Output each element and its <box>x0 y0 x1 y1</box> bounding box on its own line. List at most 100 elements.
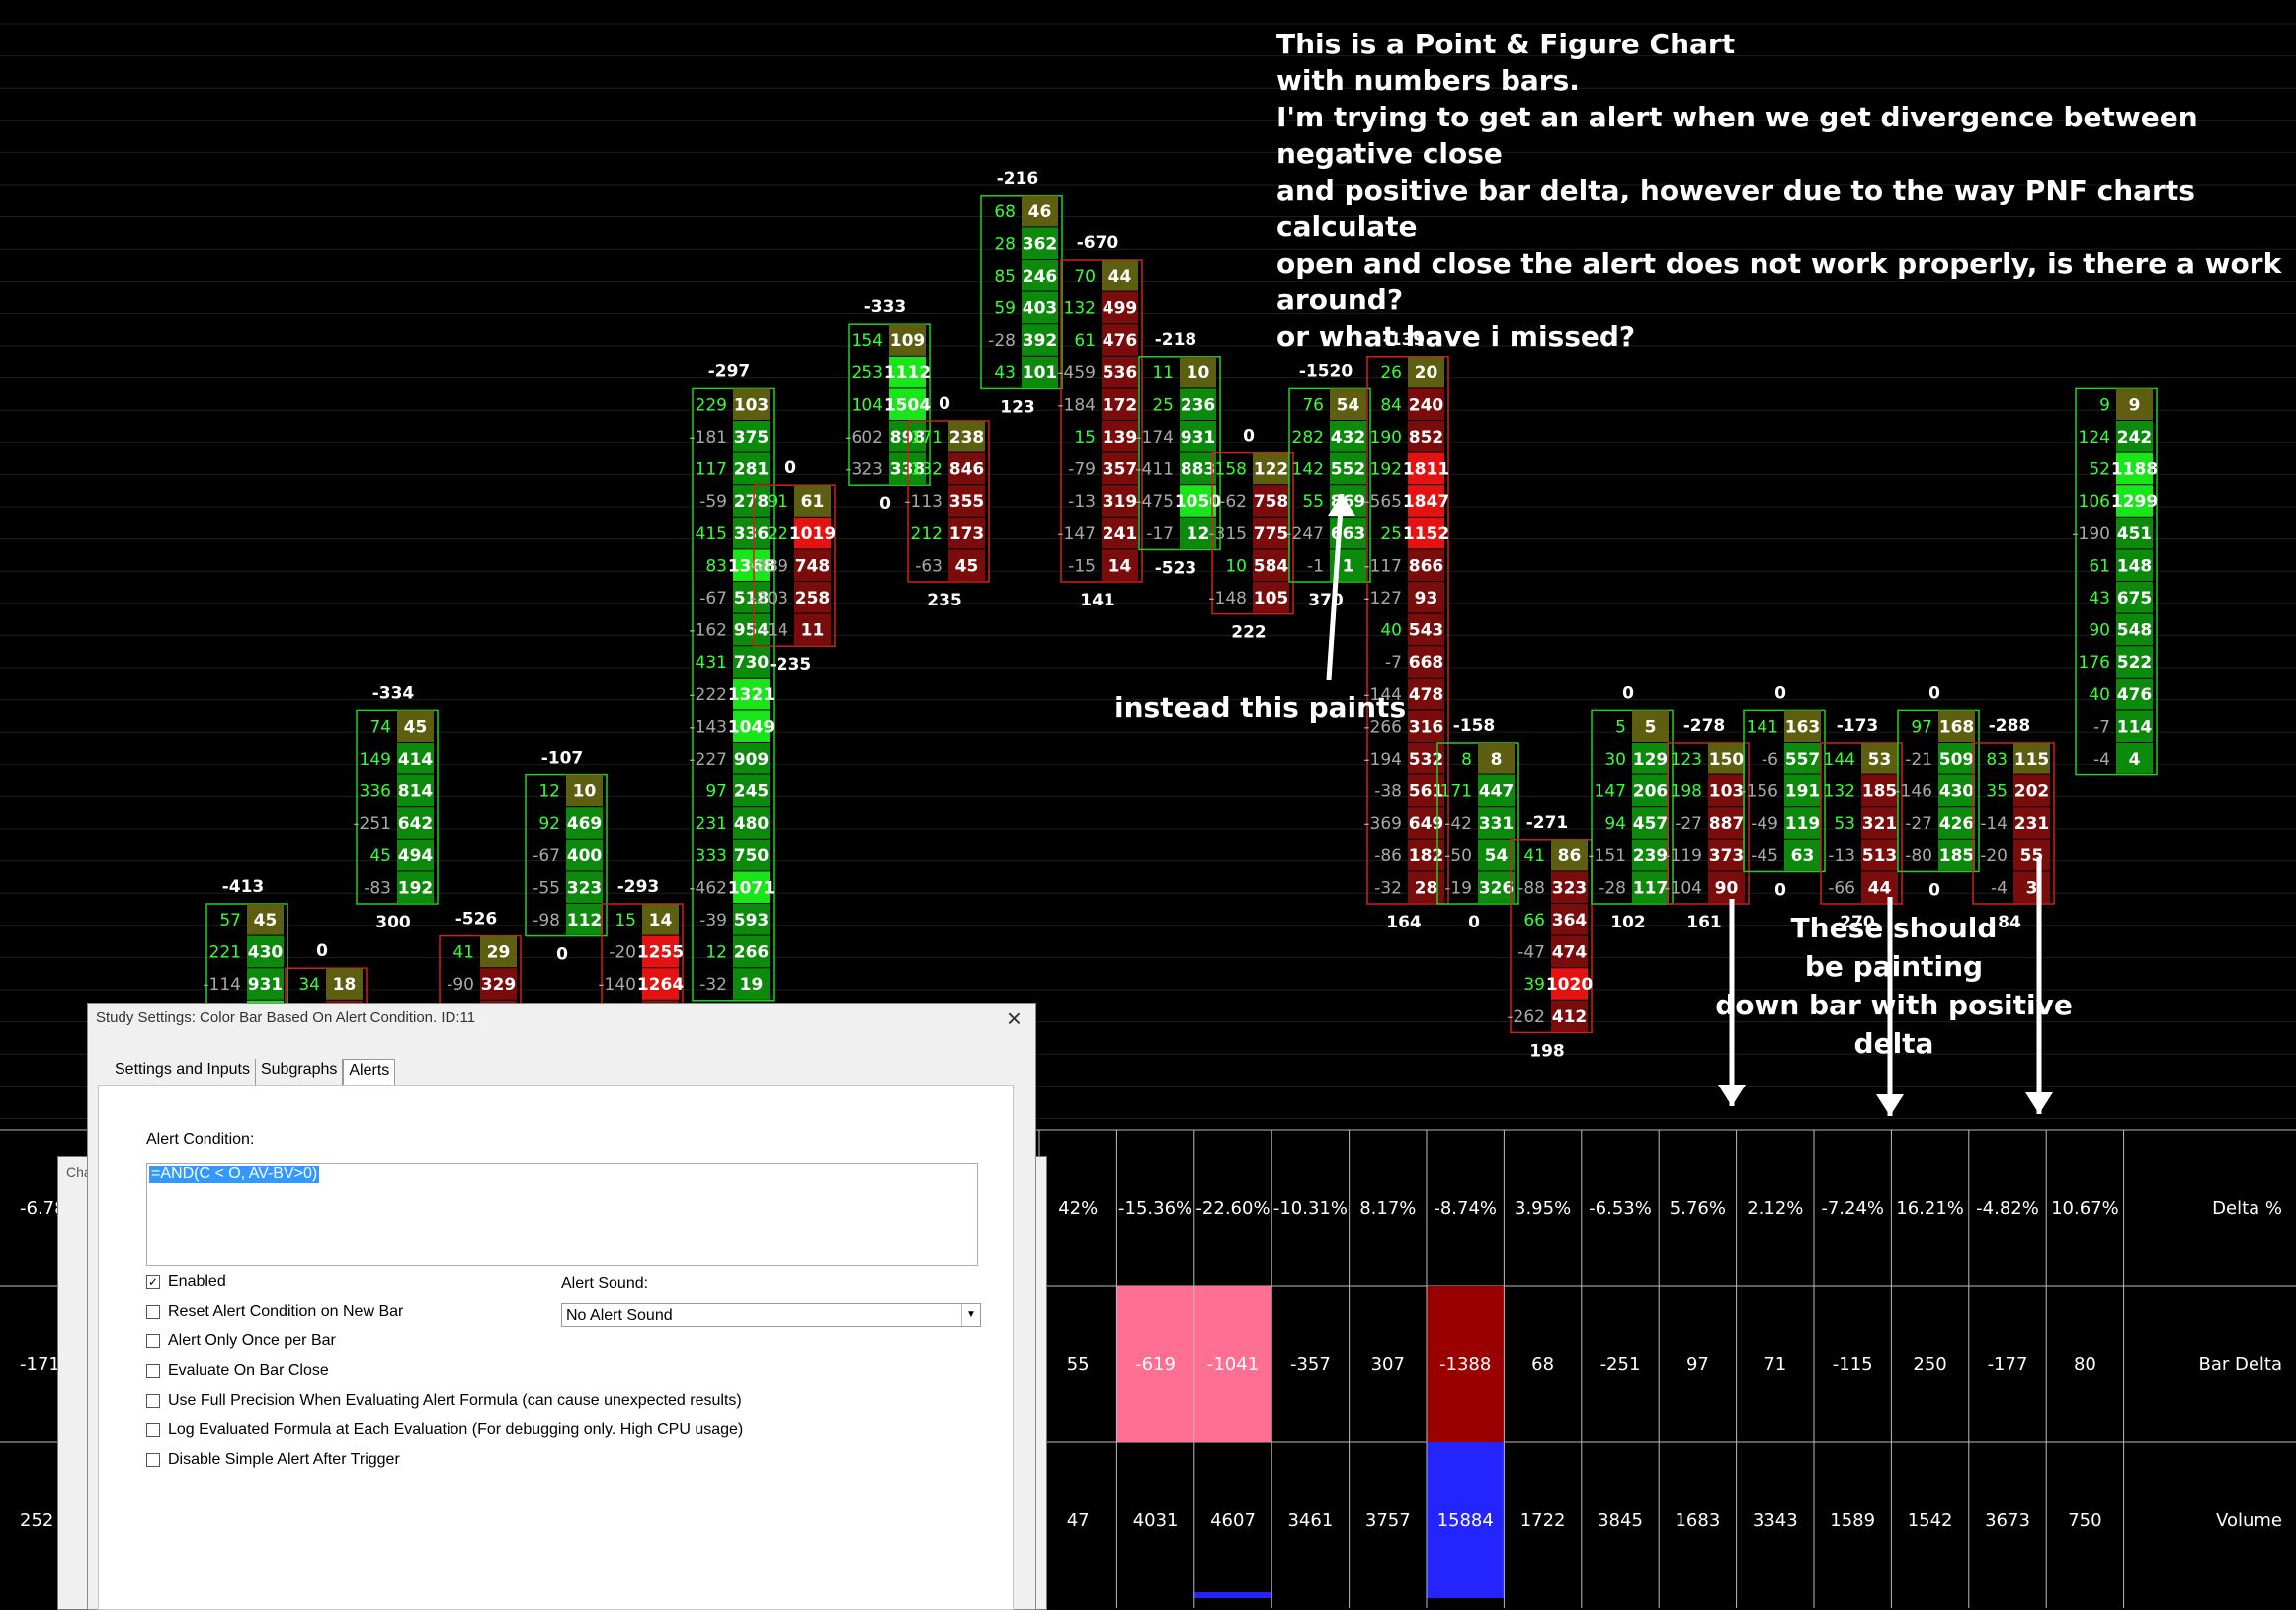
cell-delta: -55 <box>533 878 560 898</box>
cell-delta: 94 <box>1604 814 1626 834</box>
cell-volume: 4 <box>2129 750 2141 769</box>
reset-alert-checkbox[interactable]: Reset Alert Condition on New Bar <box>146 1303 403 1321</box>
arrow-head <box>1876 1094 1904 1116</box>
delta-pct-cell: 5.76% <box>1670 1198 1726 1219</box>
cell-volume: 185 <box>1939 846 1975 866</box>
bar-delta-cell: 250 <box>1913 1354 1946 1375</box>
cell-delta: -146 <box>1894 782 1932 802</box>
cell-volume: 185 <box>1862 782 1898 802</box>
cell-volume-box <box>397 839 434 871</box>
cell-volume: 238 <box>949 428 985 447</box>
bar-top-value: -670 <box>1077 233 1119 253</box>
log-formula-checkbox[interactable]: Log Evaluated Formula at Each Evaluation… <box>146 1421 743 1439</box>
cell-volume: 281 <box>734 460 770 480</box>
cell-volume-box <box>642 968 679 1000</box>
cell-volume: 552 <box>1331 460 1366 480</box>
cell-volume: 451 <box>2117 524 2153 544</box>
bar-delta-cell: -619 <box>1135 1354 1176 1375</box>
cell-delta: -148 <box>1208 589 1247 608</box>
alert-sound-select[interactable]: No Alert Sound ▼ <box>561 1303 981 1327</box>
cell-volume-box <box>1478 871 1515 903</box>
alerts-panel: Alert Condition: =AND(C < O, AV-BV>0) ✓ E… <box>98 1085 1014 1610</box>
cell-volume: 584 <box>1254 556 1289 576</box>
cell-delta: 415 <box>696 524 727 544</box>
bar-delta-cell: -115 <box>1833 1354 1873 1375</box>
tab-subgraphs[interactable]: Subgraphs <box>256 1059 344 1085</box>
tab-settings-and-inputs[interactable]: Settings and Inputs <box>110 1059 256 1085</box>
cell-volume-box <box>733 710 770 742</box>
bar-bottom-value: 141 <box>1080 591 1115 610</box>
tab-alerts[interactable]: Alerts <box>343 1059 396 1085</box>
cell-volume-box <box>1708 807 1745 839</box>
cell-volume: 522 <box>2117 653 2153 673</box>
cell-volume-box <box>948 549 985 581</box>
cell-delta: 34 <box>298 975 320 995</box>
arrow-head <box>1718 1085 1746 1106</box>
note-line: These should <box>1790 912 1998 944</box>
cell-delta: -80 <box>1905 846 1932 866</box>
cell-delta: -59 <box>699 492 727 512</box>
cell-delta: -14 <box>761 621 788 641</box>
volume-cell: 3757 <box>1365 1510 1411 1531</box>
cell-volume-box <box>1408 517 1444 549</box>
cell-volume: 1264 <box>637 975 684 995</box>
cell-delta: -227 <box>689 750 727 769</box>
bar-delta-highlight <box>1193 1286 1272 1442</box>
cell-delta: 198 <box>1671 782 1702 802</box>
cell-volume: 331 <box>1479 814 1515 834</box>
cell-volume: 518 <box>734 589 770 608</box>
cell-volume: 494 <box>398 846 434 866</box>
cell-volume: 172 <box>1103 395 1138 415</box>
cell-volume: 45 <box>955 556 979 576</box>
cell-volume-box <box>1784 807 1821 839</box>
cell-volume-box <box>566 807 603 839</box>
cell-volume: 1299 <box>2111 492 2158 512</box>
cell-volume: 426 <box>1939 814 1975 834</box>
cell-volume-box <box>1551 839 1588 871</box>
cell-volume-box <box>1938 774 1975 807</box>
cell-volume: 373 <box>1709 846 1745 866</box>
volume-cell: 3461 <box>1287 1510 1333 1531</box>
cell-volume-box <box>1330 388 1366 420</box>
cell-volume: 316 <box>1409 717 1444 737</box>
bar-delta-cell: 68 <box>1531 1354 1554 1375</box>
cell-delta: -119 <box>1664 846 1702 866</box>
note-line: with numbers bars. <box>1276 64 1580 97</box>
cell-delta: 25 <box>1152 395 1174 415</box>
cell-delta: -42 <box>1444 814 1472 834</box>
evaluate-on-close-checkbox[interactable]: Evaluate On Bar Close <box>146 1362 329 1380</box>
cell-delta: -66 <box>1828 878 1855 898</box>
bar-delta-cell: 55 <box>1067 1354 1090 1375</box>
cell-volume-box <box>948 485 985 517</box>
study-settings-dialog: Study Settings: Color Bar Based On Alert… <box>87 1003 1036 1610</box>
close-icon[interactable]: × <box>1006 1004 1022 1033</box>
cell-volume: 499 <box>1103 299 1138 319</box>
cell-delta: 8 <box>1461 750 1472 769</box>
cell-volume: 355 <box>949 492 985 512</box>
table-row-label: Volume <box>2216 1510 2282 1531</box>
cell-volume: 1188 <box>2111 460 2158 480</box>
cell-delta: -67 <box>533 846 560 866</box>
cell-volume-box <box>733 517 770 549</box>
cell-volume: 109 <box>890 331 926 351</box>
cell-delta: 171 <box>911 428 943 447</box>
cell-volume: 663 <box>1331 524 1366 544</box>
cell-delta: -247 <box>1285 524 1324 544</box>
cell-delta: 66 <box>1523 911 1545 930</box>
cell-volume: 14 <box>1108 556 1132 576</box>
alert-once-checkbox[interactable]: Alert Only Once per Bar <box>146 1332 336 1350</box>
cell-volume: 103 <box>734 395 770 415</box>
enabled-checkbox[interactable]: ✓ Enabled <box>146 1273 226 1291</box>
cell-volume-box <box>642 904 679 935</box>
volume-cell: 4607 <box>1210 1510 1256 1531</box>
alert-condition-input[interactable]: =AND(C < O, AV-BV>0) <box>146 1163 978 1266</box>
alert-condition-label: Alert Condition: <box>146 1131 255 1148</box>
cell-delta: 117 <box>696 460 727 480</box>
cell-volume: 414 <box>398 750 434 769</box>
cell-volume: 93 <box>1415 589 1438 608</box>
full-precision-checkbox[interactable]: Use Full Precision When Evaluating Alert… <box>146 1392 742 1409</box>
cell-volume-box <box>1253 517 1289 549</box>
cell-volume: 814 <box>398 782 434 802</box>
disable-alert-checkbox[interactable]: Disable Simple Alert After Trigger <box>146 1451 400 1469</box>
bar-delta-highlight <box>1427 1286 1505 1442</box>
